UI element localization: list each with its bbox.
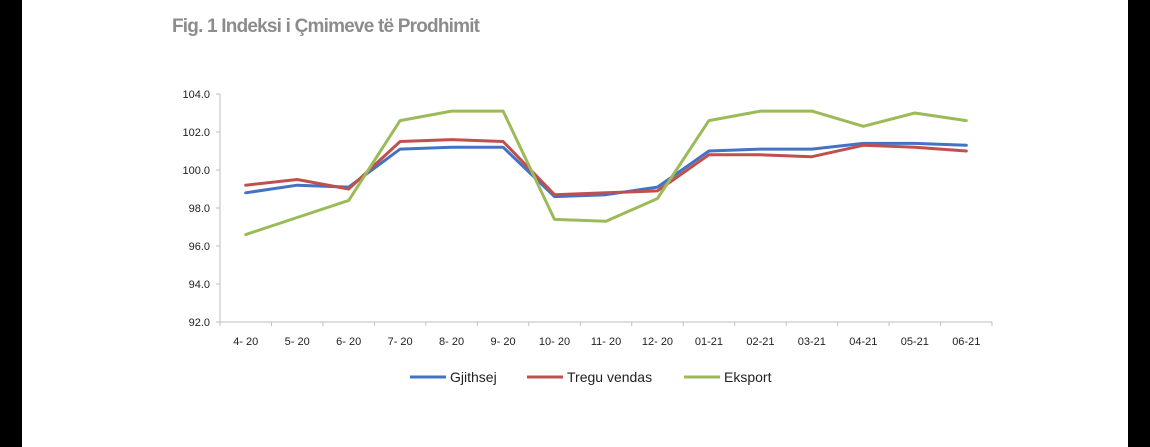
x-tick-label: 06-21: [952, 336, 980, 348]
y-tick-label: 102.0: [182, 127, 210, 139]
x-tick-label: 01-21: [695, 336, 723, 348]
x-tick-label: 05-21: [901, 336, 929, 348]
legend-label: Tregu vendas: [567, 369, 652, 385]
x-tick-label: 9- 20: [491, 336, 516, 348]
y-tick-label: 94.0: [189, 279, 210, 291]
x-tick-label: 5- 20: [285, 336, 310, 348]
y-tick-label: 96.0: [189, 241, 210, 253]
x-tick-label: 7- 20: [388, 336, 413, 348]
y-tick-label: 100.0: [182, 165, 210, 177]
chart-title: Fig. 1 Indeksi i Çmimeve të Prodhimit: [172, 16, 480, 37]
x-tick-label: 4- 20: [233, 336, 258, 348]
series-line-tregu-vendas: [244, 138, 968, 197]
x-tick-labels: 4- 20 5- 20 6- 20 7- 20 8- 20 9- 20 10- 20 11- …: [233, 336, 980, 348]
series-lines: [244, 109, 968, 237]
x-tick-label: 02-21: [746, 336, 774, 348]
legend-label: Eksport: [724, 369, 772, 385]
x-tick-label: 11- 20: [591, 336, 621, 348]
x-tick-label: 8- 20: [439, 336, 464, 348]
document-page: Fig. 1 Indeksi i Çmimeve të Prodhimit 10…: [22, 0, 1128, 447]
y-tick-labels: 104.0 102.0 100.0 98.0 96.0 94.0 92.0: [182, 89, 210, 329]
chart-axes: [216, 93, 993, 326]
series-line-eksport: [244, 109, 968, 237]
x-tick-label: 03-21: [798, 336, 826, 348]
chart-legend: Gjithsej Tregu vendas Eksport: [410, 369, 772, 385]
y-tick-label: 92.0: [189, 317, 210, 329]
legend-label: Gjithsej: [450, 369, 497, 385]
line-chart: 104.0 102.0 100.0 98.0 96.0 94.0 92.0 4- 20 5- …: [182, 89, 993, 385]
y-tick-label: 104.0: [182, 89, 210, 101]
x-tick-label: 12- 20: [642, 336, 673, 348]
y-tick-label: 98.0: [189, 203, 210, 215]
x-tick-label: 10- 20: [539, 336, 570, 348]
series-line-gjithsej: [244, 141, 968, 199]
x-tick-label: 04-21: [849, 336, 877, 348]
x-tick-label: 6- 20: [336, 336, 361, 348]
